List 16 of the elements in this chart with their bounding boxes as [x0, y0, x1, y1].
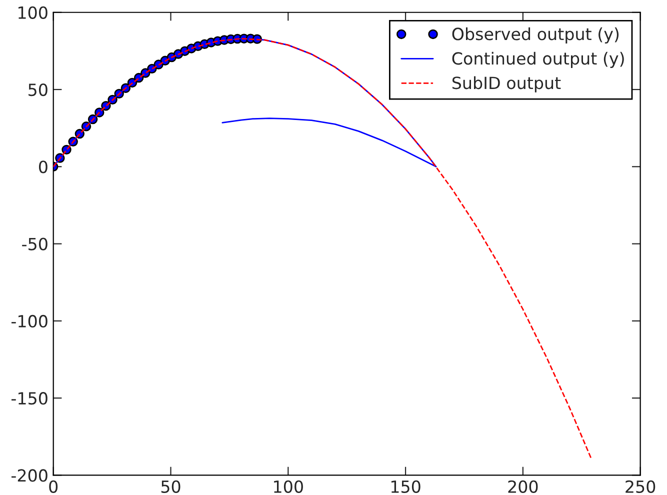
- y-tick-label: -100: [11, 314, 48, 328]
- x-tick-label: 0: [49, 480, 58, 493]
- x-tick-label: 200: [508, 480, 538, 493]
- x-tick-label: 250: [626, 480, 656, 493]
- y-tick-label: -150: [11, 392, 48, 405]
- legend-label: Continued output (y): [452, 52, 624, 68]
- y-tick-label: 0: [38, 160, 48, 174]
- y-tick-label: -200: [11, 469, 48, 482]
- y-tick-label: 100: [18, 6, 48, 19]
- legend-label: Observed output (y): [452, 27, 619, 44]
- x-tick-label: 100: [274, 480, 303, 493]
- x-tick-label: 150: [391, 480, 420, 493]
- x-tick-label: 50: [161, 480, 180, 493]
- y-tick-label: 50: [28, 83, 48, 96]
- legend-label: SubID output: [452, 76, 561, 92]
- y-tick-label: -50: [22, 238, 48, 250]
